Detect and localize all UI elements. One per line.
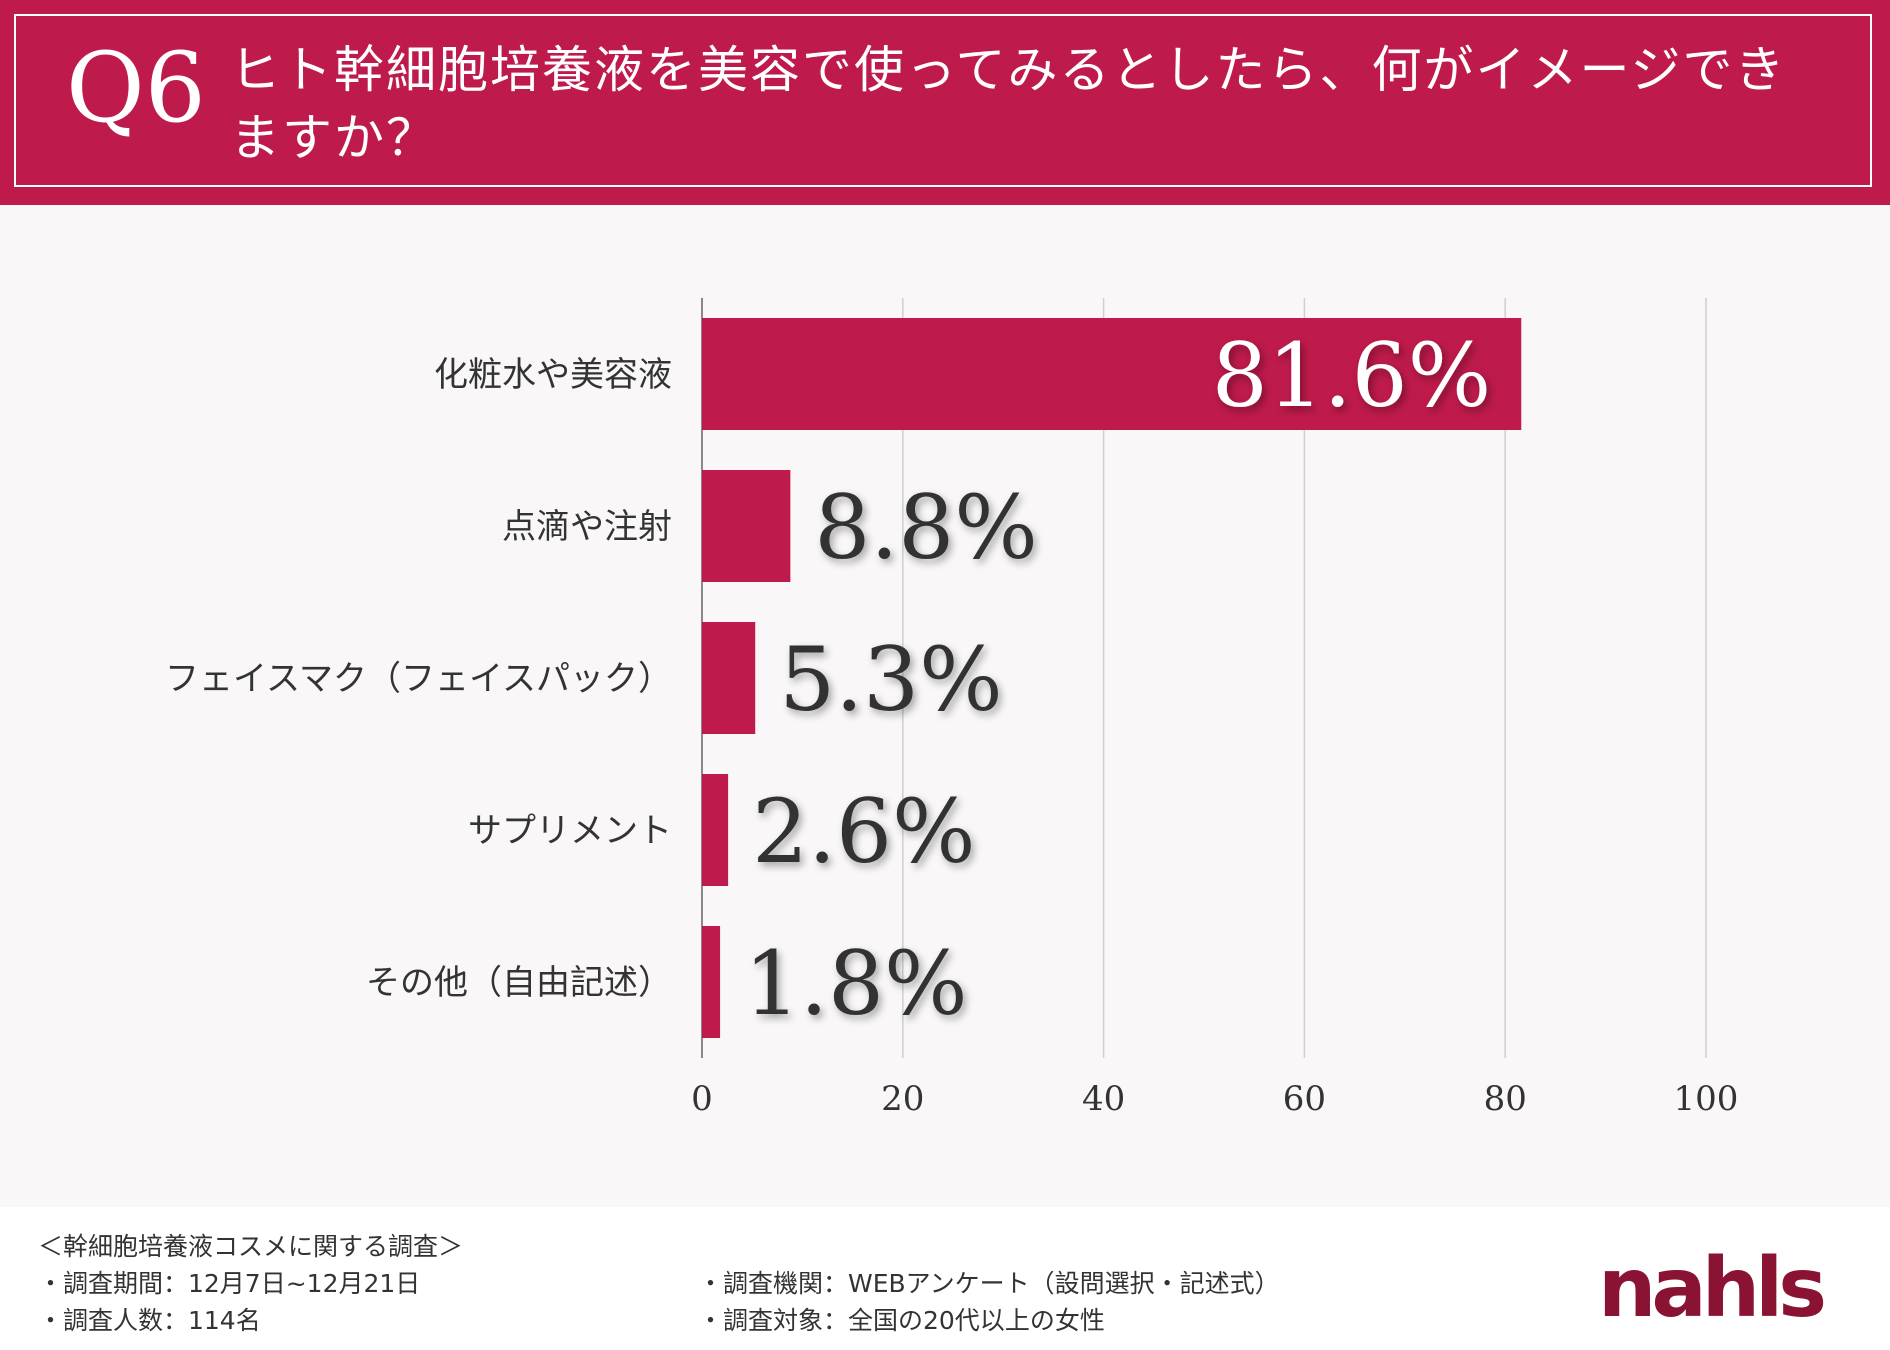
x-tick-label: 20 — [881, 1079, 924, 1119]
survey-target: ・調査対象：全国の20代以上の女性 — [698, 1306, 1105, 1335]
category-label: 点滴や注射 — [502, 507, 672, 547]
data-label: 1.8% — [744, 932, 968, 1035]
bar — [702, 470, 791, 582]
survey-respondents: ・調査人数：114名 — [38, 1306, 261, 1335]
category-label: フェイスマク（フェイスパック） — [165, 659, 672, 699]
bar — [702, 926, 721, 1038]
category-label: 化粧水や美容液 — [434, 355, 672, 395]
x-tick-label: 80 — [1484, 1079, 1527, 1119]
data-label: 8.8% — [814, 476, 1038, 579]
data-label: 81.6% — [1212, 324, 1492, 427]
category-label: その他（自由記述） — [366, 963, 672, 1003]
survey-period: ・調査期間：12月7日~12月21日 — [38, 1269, 421, 1298]
data-label: 5.3% — [779, 628, 1003, 731]
x-tick-label: 0 — [691, 1079, 713, 1119]
question-number: Q6 — [66, 32, 206, 144]
survey-title: ＜幹細胞培養液コスメに関する調査＞ — [38, 1232, 464, 1261]
chart-area: 0 20 40 60 80 100 化粧水や美容液 81.6% 点滴や注射 8.8% フェイスマク（… — [0, 205, 1890, 1207]
data-label: 2.6% — [752, 780, 976, 883]
x-tick-label: 100 — [1674, 1079, 1739, 1119]
x-tick-label: 40 — [1082, 1079, 1125, 1119]
header-banner: Q6 ヒト幹細胞培養液を美容で使ってみるとしたら、何がイメージできますか？ — [0, 0, 1890, 205]
bar — [702, 774, 729, 886]
question-title: ヒト幹細胞培養液を美容で使ってみるとしたら、何がイメージできますか？ — [230, 41, 1787, 167]
bar — [702, 622, 756, 734]
nahls-logo: nahls — [1598, 1241, 1827, 1336]
survey-method: ・調査機関：WEBアンケート（設問選択・記述式） — [698, 1269, 1280, 1298]
bar — [702, 318, 1522, 430]
header-frame — [14, 14, 1872, 187]
category-label: サプリメント — [468, 811, 672, 851]
bar-chart: 0 20 40 60 80 100 化粧水や美容液 81.6% 点滴や注射 8.8% フェイスマク（… — [165, 298, 1739, 1119]
footer: ＜幹細胞培養液コスメに関する調査＞ ・調査期間：12月7日~12月21日 ・調査… — [0, 1207, 1890, 1350]
x-tick-label: 60 — [1283, 1079, 1326, 1119]
